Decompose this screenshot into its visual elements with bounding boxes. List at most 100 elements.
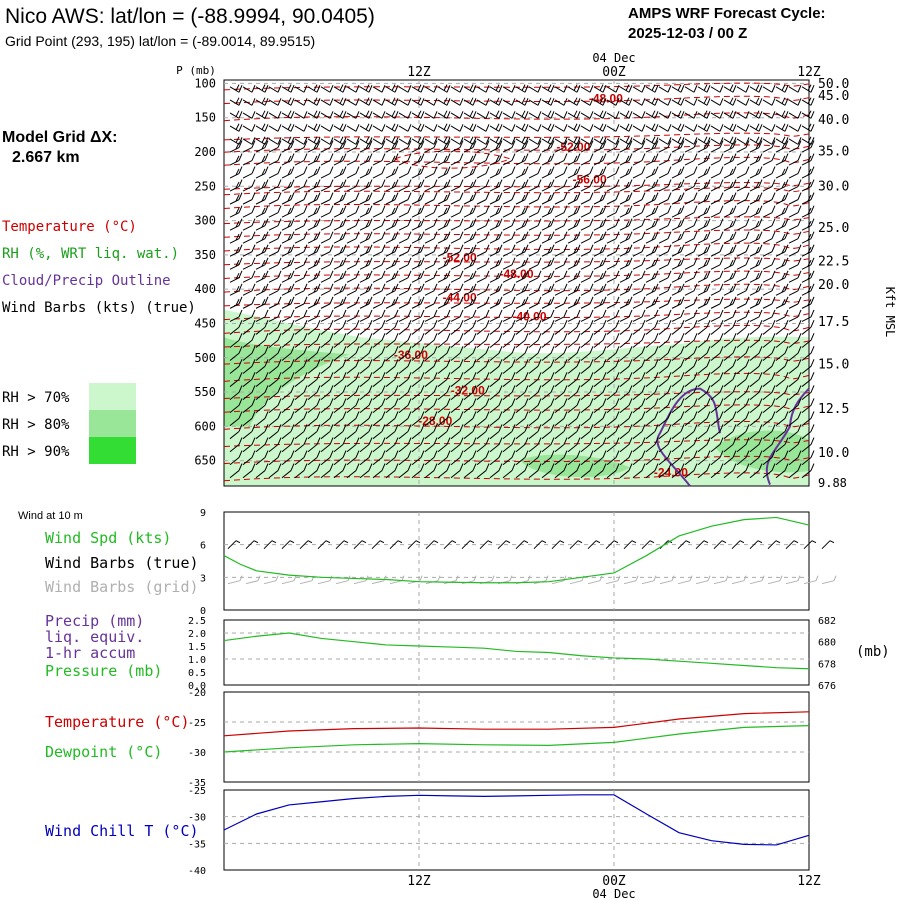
wind-barb-flag: [537, 257, 542, 265]
wind-barb: [229, 84, 243, 93]
wind-barb-staff: [359, 212, 370, 218]
wind-barb: [268, 398, 282, 414]
wind-barb-staff: [684, 225, 695, 231]
wind-barb-flag: [264, 424, 269, 432]
wind-barb-staff: [723, 160, 734, 166]
wind-barb-staff: [684, 352, 695, 361]
wind-barb: [320, 463, 334, 479]
wind-barb-flag: [391, 123, 396, 130]
wind-barb-flag: [651, 97, 656, 104]
wind-barb-flag: [797, 244, 802, 252]
wind-barb: [541, 192, 555, 205]
wind-barb-staff: [632, 138, 643, 145]
wind-barb-staff: [606, 326, 617, 335]
wind-barb-flag: [511, 85, 516, 93]
wind-barb-flag: [755, 142, 760, 150]
wind-barb: [437, 359, 451, 374]
wind-barb-flag: [277, 231, 282, 239]
wind-barb: [450, 218, 464, 231]
wind-barb-staff: [437, 112, 448, 119]
temp-frame: [223, 691, 810, 783]
wind-barb-staff: [684, 112, 695, 119]
wind-barb-staff: [307, 186, 318, 192]
wind-barb: [489, 270, 503, 283]
wind-barb-flag: [303, 98, 308, 106]
wind-barb-flag: [576, 283, 581, 292]
wind-barb: [632, 98, 646, 106]
wind-barb-staff: [801, 138, 812, 145]
wind-barb-flag: [628, 450, 633, 458]
wind-barb-flag: [693, 424, 698, 432]
wind-barb: [320, 398, 334, 414]
wind-barb: [255, 463, 269, 479]
wind-barb: [320, 437, 334, 453]
wind-barb-flag: [329, 244, 334, 252]
wind-barb: [411, 463, 425, 479]
wind-barb: [359, 110, 373, 119]
wind-barb: [320, 98, 334, 106]
wind-barb-staff: [320, 173, 331, 179]
wind-barb-staff: [294, 251, 305, 257]
wind-barb-flag: [417, 220, 422, 228]
wind-barb-flag: [290, 140, 295, 148]
wind-barb: [450, 320, 464, 335]
wind-barb-flag: [495, 220, 500, 228]
wind-barb-staff: [294, 225, 305, 231]
wind-barb: [684, 296, 698, 309]
wind-barb: [658, 333, 672, 348]
wind-barb-flag: [524, 179, 529, 187]
wind-barb: [229, 97, 243, 106]
wind-barb-staff: [463, 365, 474, 374]
wind-barb-flag: [677, 142, 682, 150]
wind-barb-flag: [615, 296, 620, 305]
wind-barb: [255, 346, 269, 361]
wind-barb-staff: [593, 112, 604, 119]
wind-barb-staff: [385, 457, 396, 466]
wind-barb: [710, 309, 724, 322]
wind-barb-flag: [498, 398, 503, 406]
wind-barb: [619, 257, 633, 270]
wind-barb-flag: [511, 205, 516, 213]
wind-barb-flag: [290, 437, 295, 445]
wind-barb-flag: [693, 385, 698, 393]
wind-barb-flag: [758, 296, 763, 305]
wind-barb-flag: [238, 111, 243, 119]
wind-barb-flag: [807, 168, 812, 176]
wind-barb-staff: [307, 431, 318, 440]
wind-barb-staff: [528, 391, 539, 400]
wind-barb: [281, 97, 295, 106]
wind-barb-flag: [261, 97, 266, 104]
wind-barb: [554, 270, 568, 283]
wind-barb-flag: [433, 309, 438, 318]
wind-barb-staff: [268, 173, 279, 179]
wind-barb-flag: [667, 124, 672, 132]
wind-barb-staff: [632, 160, 643, 166]
wind-barb-flag: [755, 272, 760, 280]
wind-barb-true: [631, 540, 637, 544]
precip-pressure-panel: Precip (mm) liq. equiv. 1-hr accum Press…: [45, 612, 890, 692]
wind-barb-flag: [771, 424, 776, 432]
wind-barb: [333, 179, 347, 192]
wind-barb: [762, 85, 776, 93]
wind-barb-staff: [606, 277, 617, 283]
wind-barb-staff: [268, 251, 279, 257]
wind-barb: [619, 450, 633, 466]
wind-barb-staff: [801, 303, 812, 309]
wind-barb: [619, 359, 633, 374]
wind-barb: [346, 385, 360, 400]
wind-barb-staff: [307, 251, 318, 257]
wind-barb-flag: [576, 192, 581, 200]
wind-barb-staff: [437, 173, 448, 179]
wind-barb-flag: [771, 450, 776, 458]
wind-barb: [788, 283, 802, 296]
wind-barb-staff: [346, 86, 357, 93]
wind-barb-flag: [537, 346, 542, 354]
wind-barb-flag: [521, 168, 526, 176]
wind-barb-staff: [502, 365, 513, 374]
wind-barb-staff: [489, 125, 500, 132]
wind-barb-flag: [446, 205, 451, 213]
wind-barb-flag: [667, 437, 672, 445]
pressure-tick-label: 450: [194, 316, 216, 330]
wind-barb: [749, 385, 763, 400]
wind-barb: [281, 140, 295, 153]
